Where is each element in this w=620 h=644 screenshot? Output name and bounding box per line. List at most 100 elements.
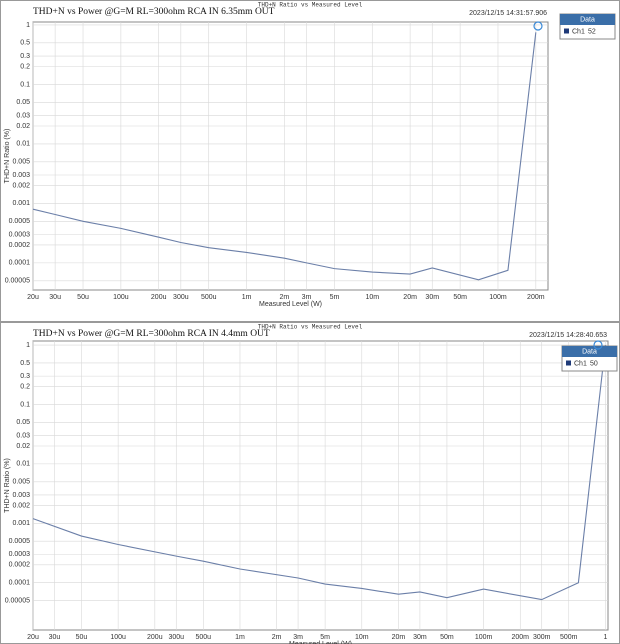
y-tick-label: 0.005 — [12, 479, 30, 486]
y-tick-label: 0.0002 — [9, 242, 31, 249]
chart-header: THD+N Ratio vs Measured Level — [258, 324, 363, 331]
y-tick-label: 1 — [26, 22, 30, 29]
x-tick-label: 200u — [147, 634, 163, 641]
legend-tag: 50 — [590, 360, 598, 367]
x-tick-label: 500u — [196, 634, 212, 641]
x-tick-label: 2m — [280, 294, 290, 301]
y-tick-label: 0.002 — [12, 502, 30, 509]
x-tick-label: 10m — [355, 634, 369, 641]
x-tick-label: 20u — [27, 294, 39, 301]
timestamp: 2023/12/15 14:31:57.906 — [469, 10, 547, 17]
x-tick-label: 50m — [440, 634, 454, 641]
x-tick-label: 50m — [453, 294, 467, 301]
y-tick-label: 0.005 — [12, 159, 30, 166]
x-tick-label: 1m — [235, 634, 245, 641]
y-tick-label: 0.0001 — [9, 260, 31, 267]
x-tick-label: 3m — [293, 634, 303, 641]
y-tick-label: 0.00005 — [5, 597, 30, 604]
x-tick-label: 300u — [173, 294, 189, 301]
timestamp: 2023/12/15 14:28:40.653 — [529, 332, 607, 339]
y-tick-label: 0.001 — [12, 520, 30, 527]
y-tick-label: 0.003 — [12, 492, 30, 499]
y-tick-label: 0.0002 — [9, 562, 31, 569]
x-axis-label: Measured Level (W) — [259, 301, 322, 308]
y-tick-label: 0.01 — [16, 461, 30, 468]
y-axis-label: THD+N Ratio (%) — [4, 458, 11, 513]
x-tick-label: 100m — [489, 294, 507, 301]
x-tick-label: 3m — [302, 294, 312, 301]
legend-header — [560, 14, 615, 25]
legend-label: Ch1 — [572, 28, 585, 35]
legend-swatch — [564, 28, 569, 34]
y-tick-label: 0.0001 — [9, 580, 31, 587]
x-tick-label: 5m — [330, 294, 340, 301]
x-tick-label: 10m — [365, 294, 379, 301]
y-tick-label: 0.00005 — [5, 278, 30, 285]
y-tick-label: 0.01 — [16, 141, 30, 148]
y-tick-label: 0.5 — [20, 360, 30, 367]
ap-logo — [533, 21, 543, 31]
y-tick-label: 0.003 — [12, 172, 30, 179]
y-tick-label: 0.1 — [20, 81, 30, 88]
plot-area — [32, 21, 549, 291]
y-tick-label: 0.2 — [20, 383, 30, 390]
x-tick-label: 500u — [201, 294, 217, 301]
x-tick-label: 20m — [403, 294, 417, 301]
x-tick-label: 30u — [49, 634, 61, 641]
x-tick-label: 100u — [110, 634, 126, 641]
y-tick-label: 0.3 — [20, 373, 30, 380]
y-tick-label: 0.02 — [16, 443, 30, 450]
y-tick-label: 0.3 — [20, 53, 30, 60]
y-tick-label: 0.0005 — [9, 538, 31, 545]
y-tick-label: 0.03 — [16, 432, 30, 439]
x-tick-label: 1 — [603, 634, 607, 641]
x-tick-label: 2m — [272, 634, 282, 641]
y-tick-label: 0.05 — [16, 99, 30, 106]
y-tick-label: 1 — [26, 342, 30, 349]
x-tick-label: 5m — [320, 634, 330, 641]
x-tick-label: 100m — [475, 634, 493, 641]
legend-label: Ch1 — [574, 360, 587, 367]
y-tick-label: 0.001 — [12, 200, 30, 207]
y-tick-label: 0.05 — [16, 419, 30, 426]
y-tick-label: 0.5 — [20, 40, 30, 47]
legend-header — [562, 346, 617, 357]
legend-tag: 52 — [588, 28, 596, 35]
legend-swatch — [566, 360, 571, 366]
x-tick-label: 200m — [512, 634, 530, 641]
x-tick-label: 200u — [151, 294, 167, 301]
data-line — [32, 344, 606, 601]
plot-area — [32, 340, 609, 631]
x-tick-label: 1m — [242, 294, 252, 301]
x-axis-label: Measured Level (W) — [289, 641, 352, 644]
x-tick-label: 200m — [527, 294, 545, 301]
chart-title: THD+N vs Power @G=M RL=300ohm RCA IN 4.4… — [33, 329, 270, 339]
y-tick-label: 0.2 — [20, 63, 30, 70]
chart-header: THD+N Ratio vs Measured Level — [258, 2, 363, 9]
x-tick-label: 50u — [77, 294, 89, 301]
y-tick-label: 0.03 — [16, 112, 30, 119]
y-tick-label: 0.0003 — [9, 231, 31, 238]
data-line — [32, 32, 537, 281]
x-tick-label: 20m — [392, 634, 406, 641]
x-tick-label: 300u — [168, 634, 184, 641]
x-tick-label: 30u — [49, 294, 61, 301]
x-tick-label: 300m — [533, 634, 551, 641]
y-tick-label: 0.0005 — [9, 218, 31, 225]
legend-title: Data — [580, 16, 595, 23]
y-tick-label: 0.02 — [16, 123, 30, 130]
x-tick-label: 30m — [413, 634, 427, 641]
x-tick-label: 50u — [76, 634, 88, 641]
x-tick-label: 30m — [425, 294, 439, 301]
x-tick-label: 20u — [27, 634, 39, 641]
y-tick-label: 0.0003 — [9, 551, 31, 558]
y-tick-label: 0.1 — [20, 401, 30, 408]
legend-title: Data — [582, 348, 597, 355]
x-tick-label: 100u — [113, 294, 129, 301]
y-axis-label: THD+N Ratio (%) — [4, 129, 11, 184]
y-tick-label: 0.002 — [12, 182, 30, 189]
ap-logo — [593, 340, 603, 350]
chart-title: THD+N vs Power @G=M RL=300ohm RCA IN 6.3… — [33, 7, 275, 17]
